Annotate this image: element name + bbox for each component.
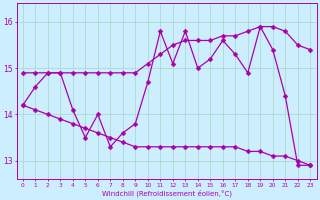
X-axis label: Windchill (Refroidissement éolien,°C): Windchill (Refroidissement éolien,°C) [101, 189, 232, 197]
